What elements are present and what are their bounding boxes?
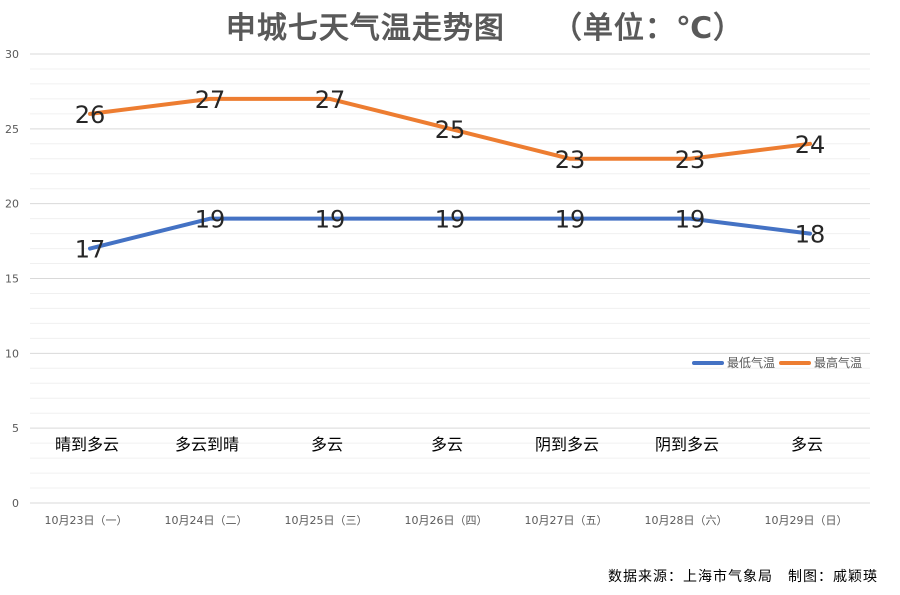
weather-label: 多云 (431, 435, 463, 454)
grid (30, 53, 870, 504)
data-label: 27 (315, 86, 346, 114)
data-label: 19 (435, 206, 466, 234)
data-labels: 17 19 19 19 19 19 18 26 27 27 25 23 23 24 (75, 86, 826, 264)
weather-label: 晴到多云 (55, 435, 119, 454)
y-axis: 0 5 10 15 20 25 30 (5, 48, 19, 510)
x-axis: 10月23日（一） 10月24日（二） 10月25日（三） 10月26日（四） 10月2… (45, 514, 848, 527)
data-label: 27 (195, 86, 226, 114)
legend-label: 最低气温 (727, 355, 775, 370)
x-tick-label: 10月29日（日） (765, 514, 848, 527)
y-tick-label: 25 (5, 123, 19, 136)
data-label: 19 (195, 206, 226, 234)
weather-label: 多云 (311, 435, 343, 454)
x-tick-label: 10月28日（六） (645, 514, 728, 527)
source-note: 数据来源：上海市气象局 制图：戚颖瑛 (608, 569, 878, 585)
x-tick-label: 10月27日（五） (525, 514, 608, 527)
y-tick-label: 15 (5, 273, 19, 286)
weather-label: 阴到多云 (535, 435, 599, 454)
data-label: 23 (555, 146, 586, 174)
series-line-low (88, 216, 812, 251)
data-label: 19 (555, 206, 586, 234)
weather-label: 多云 (791, 435, 823, 454)
y-tick-label: 20 (5, 198, 19, 211)
legend-label: 最高气温 (814, 355, 862, 370)
weather-label: 多云到晴 (175, 435, 239, 454)
x-tick-label: 10月24日（二） (165, 514, 248, 527)
data-label: 25 (435, 116, 466, 144)
data-label: 19 (675, 206, 706, 234)
data-label: 24 (795, 131, 826, 159)
data-label: 17 (75, 236, 106, 264)
chart-title: 申城七天气温走势图 （单位：℃） (226, 11, 744, 46)
x-tick-label: 10月23日（一） (45, 514, 128, 527)
y-tick-label: 0 (12, 497, 19, 510)
x-tick-label: 10月26日（四） (405, 514, 488, 527)
data-label: 19 (315, 206, 346, 234)
series-lines (88, 96, 812, 251)
data-label: 18 (795, 221, 826, 249)
series-line-high (88, 96, 812, 161)
y-tick-label: 30 (5, 48, 19, 61)
weather-labels: 晴到多云 多云到晴 多云 多云 阴到多云 阴到多云 多云 (55, 435, 823, 454)
legend: 最低气温 最高气温 (692, 355, 862, 370)
data-label: 26 (75, 101, 106, 129)
x-tick-label: 10月25日（三） (285, 514, 368, 527)
y-tick-label: 5 (12, 422, 19, 435)
weather-label: 阴到多云 (655, 435, 719, 454)
y-tick-label: 10 (5, 347, 19, 360)
data-label: 23 (675, 146, 706, 174)
